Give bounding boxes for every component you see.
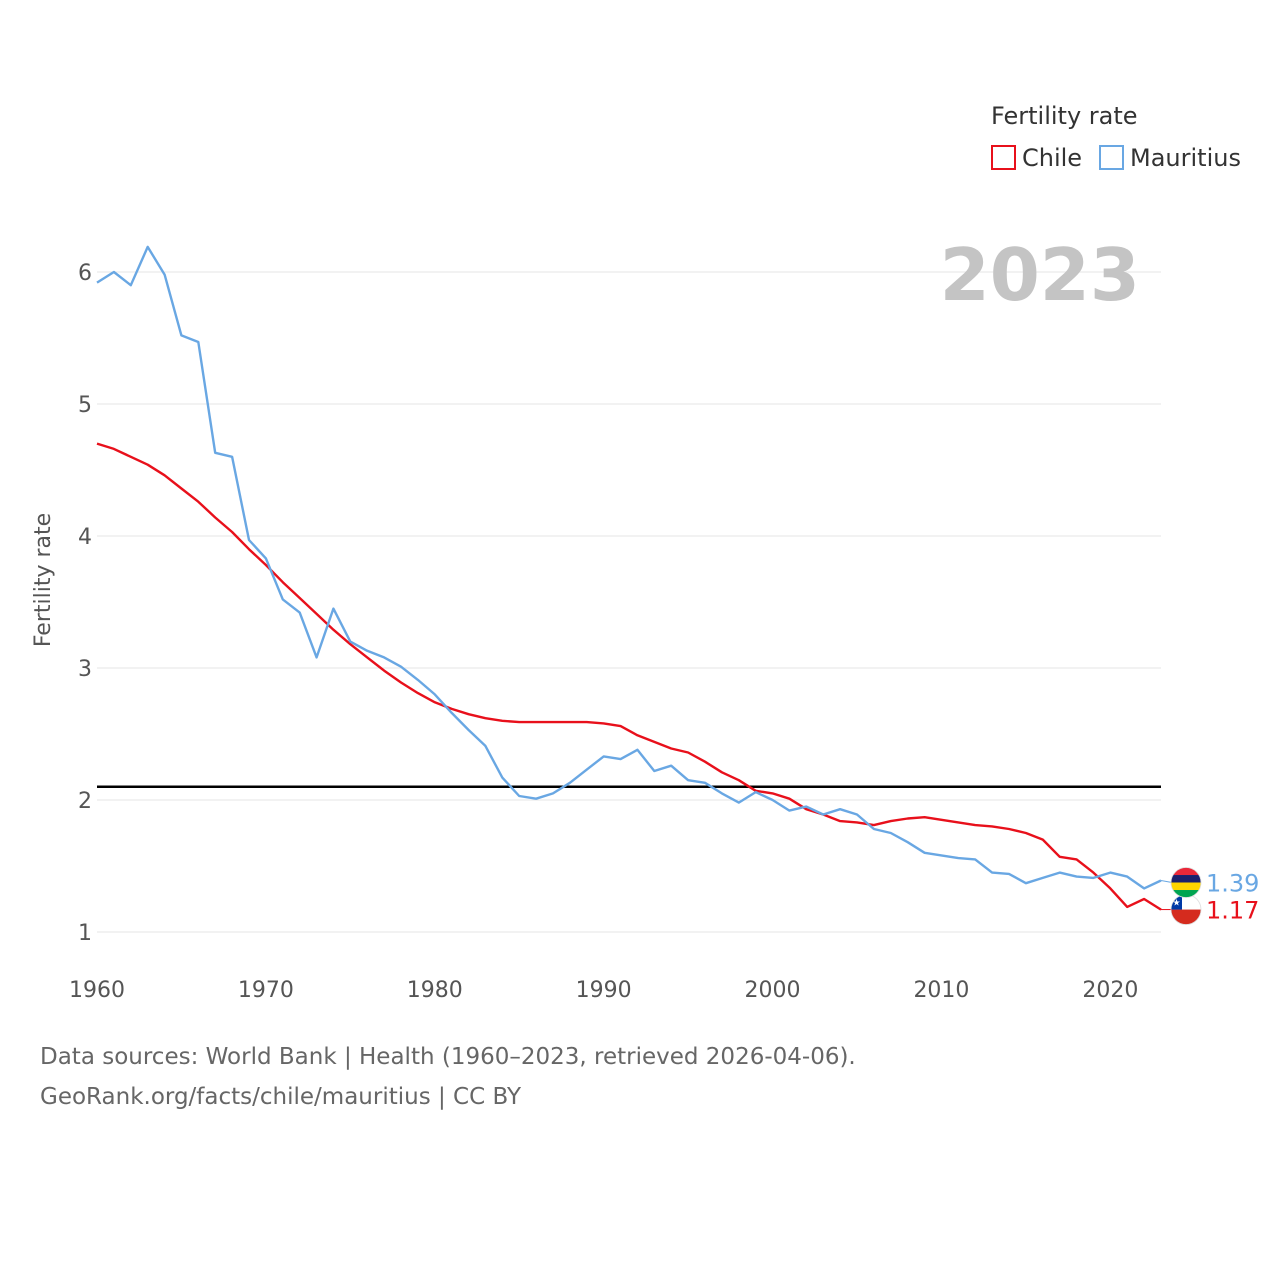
- footer-credit: GeoRank.org/facts/chile/mauritius | CC B…: [40, 1084, 522, 1110]
- end-connector-mauritius: [1160, 880, 1173, 884]
- x-tick-1990: 1990: [576, 978, 632, 1003]
- y-tick-1: 1: [78, 921, 92, 946]
- year-label: 2023: [940, 233, 1140, 317]
- series-lines: [96, 245, 1162, 911]
- x-axis: 1960 1970 1980 1990 2000 2010 2020: [69, 978, 1138, 1003]
- x-tick-2020: 2020: [1082, 978, 1138, 1003]
- flag-chile-icon: ★: [1171, 894, 1201, 925]
- legend: Fertility rate Chile Mauritius: [991, 102, 1241, 172]
- end-markers: ★ 1.171.39: [1160, 867, 1259, 925]
- x-tick-2000: 2000: [745, 978, 801, 1003]
- y-axis: 1 2 3 4 5 6: [78, 261, 92, 946]
- gridlines: [97, 271, 1161, 933]
- y-tick-5: 5: [78, 393, 92, 418]
- x-tick-2010: 2010: [913, 978, 969, 1003]
- y-tick-3: 3: [78, 657, 92, 682]
- end-value-mauritius: 1.39: [1206, 870, 1259, 898]
- footer-source: Data sources: World Bank | Health (1960–…: [40, 1044, 856, 1070]
- x-tick-1970: 1970: [238, 978, 294, 1003]
- y-tick-4: 4: [78, 525, 92, 550]
- end-value-chile: 1.17: [1206, 897, 1259, 925]
- flag-mauritius-icon: [1171, 867, 1201, 898]
- svg-text:★: ★: [1172, 899, 1180, 909]
- x-tick-1980: 1980: [407, 978, 463, 1003]
- y-axis-title: Fertility rate: [31, 513, 56, 647]
- legend-title: Fertility rate: [991, 102, 1138, 130]
- legend-label-mauritius: Mauritius: [1130, 144, 1241, 172]
- y-tick-2: 2: [78, 789, 92, 814]
- series-line-mauritius: [96, 245, 1162, 890]
- series-line-chile: [96, 442, 1162, 911]
- y-tick-6: 6: [78, 261, 92, 286]
- legend-swatch-mauritius: [1099, 145, 1124, 170]
- x-tick-1960: 1960: [69, 978, 125, 1003]
- legend-label-chile: Chile: [1022, 144, 1082, 172]
- legend-swatch-chile: [991, 145, 1016, 170]
